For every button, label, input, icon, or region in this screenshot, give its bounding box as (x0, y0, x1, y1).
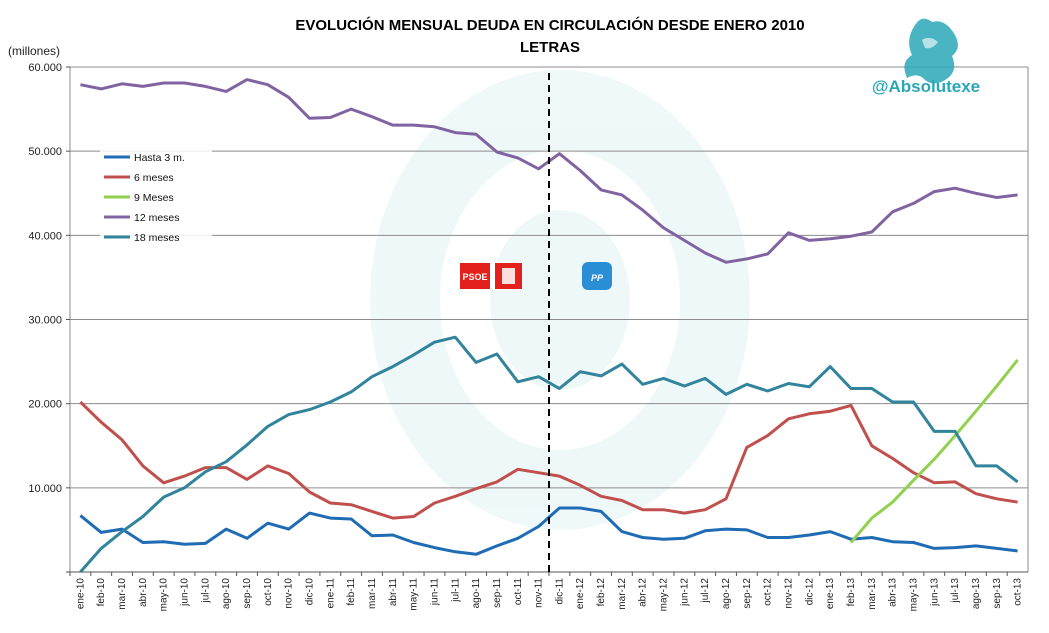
x-tick-label: may-12 (659, 578, 670, 612)
x-tick-label: ago-10 (221, 578, 232, 610)
series-line-18-meses (79, 335, 1019, 573)
y-tick-label: 60.000 (28, 62, 62, 74)
x-tick-label: oct-11 (513, 578, 524, 605)
x-tick-label: may-13 (908, 578, 919, 612)
psoe-logo: PSOE (460, 262, 522, 290)
y-tick-label: 30.000 (28, 315, 62, 327)
x-tick-label: ago-12 (721, 578, 732, 610)
griffin-icon (904, 18, 958, 84)
x-tick-label: oct-10 (263, 578, 274, 606)
series-line-9-meses (849, 358, 1019, 544)
x-tick-label: mar-10 (117, 578, 128, 610)
x-tick-label: jul-13 (950, 578, 961, 604)
x-tick-label: may-11 (409, 578, 420, 611)
y-axis-unit-label: (millones) (8, 44, 60, 58)
y-tick-label: 40.000 (28, 230, 62, 242)
y-tick-label: 10.000 (28, 483, 62, 495)
x-tick-label: sep-11 (492, 578, 503, 608)
x-tick-label: ene-12 (575, 578, 586, 610)
x-tick-label: feb-11 (346, 578, 357, 606)
pp-logo: PP (582, 262, 612, 290)
legend-label: 9 Meses (134, 192, 174, 204)
x-tick-label: ago-13 (971, 578, 982, 610)
background-watermark (370, 70, 750, 530)
psoe-logo-text: PSOE (462, 272, 487, 282)
x-tick-label: sep-13 (992, 578, 1003, 609)
x-tick-label: sep-10 (242, 578, 253, 609)
x-tick-label: dic-11 (554, 578, 565, 605)
x-tick-label: jul-10 (200, 578, 211, 604)
x-tick-label: mar-12 (617, 578, 628, 610)
y-tick-label: 50.000 (28, 146, 62, 158)
x-tick-label: sep-12 (742, 578, 753, 609)
pp-logo-text: PP (591, 273, 604, 283)
x-tick-label: mar-13 (867, 578, 878, 610)
chart-subtitle: LETRAS (520, 39, 580, 56)
x-tick-label: jul-11 (450, 578, 461, 603)
x-tick-label: ene-13 (825, 578, 836, 610)
x-tick-label: dic-10 (305, 578, 316, 606)
x-axis-ticks: ene-10 feb-10 mar-10 abr-10 may-10 jun-10 jul-… (69, 572, 1024, 612)
x-tick-label: dic-12 (804, 578, 815, 606)
y-tick-label: 20.000 (28, 399, 62, 411)
legend-label: 6 meses (134, 172, 174, 184)
legend-label: Hasta 3 m. (134, 152, 185, 164)
x-tick-label: abr-10 (138, 578, 149, 607)
x-tick-label: nov-11 (534, 578, 545, 608)
y-axis-ticks: 10.000 20.000 30.000 40.000 50.000 60.000 (28, 62, 70, 573)
x-tick-label: jun-12 (679, 578, 690, 607)
x-tick-label: mar-11 (367, 578, 378, 609)
x-tick-label: jun-11 (429, 578, 440, 606)
x-tick-label: abr-12 (638, 578, 649, 607)
x-tick-label: nov-12 (784, 578, 795, 609)
x-tick-label: feb-13 (846, 578, 857, 607)
brand-handle: @Absolutexe (872, 77, 980, 96)
x-tick-label: feb-10 (96, 578, 107, 607)
x-tick-label: may-10 (159, 578, 170, 612)
x-tick-label: abr-11 (388, 578, 399, 607)
x-tick-label: nov-10 (284, 578, 295, 609)
x-tick-label: feb-12 (596, 578, 607, 607)
x-tick-label: jul-12 (700, 578, 711, 604)
x-tick-label: oct-13 (1013, 578, 1024, 606)
x-tick-label: ago-11 (471, 578, 482, 609)
x-tick-label: jun-13 (929, 578, 940, 607)
x-tick-label: ene-10 (75, 578, 86, 610)
x-tick-label: abr-13 (888, 578, 899, 607)
chart-title: EVOLUCIÓN MENSUAL DEUDA EN CIRCULACIÓN D… (295, 16, 804, 34)
legend: Hasta 3 m. 6 meses 9 Meses 12 meses 18 meses (100, 148, 212, 244)
x-tick-label: jun-10 (180, 578, 191, 607)
x-tick-label: ene-11 (325, 578, 336, 609)
x-tick-label: oct-12 (763, 578, 774, 606)
legend-label: 12 meses (134, 212, 180, 224)
legend-label: 18 meses (134, 232, 180, 244)
